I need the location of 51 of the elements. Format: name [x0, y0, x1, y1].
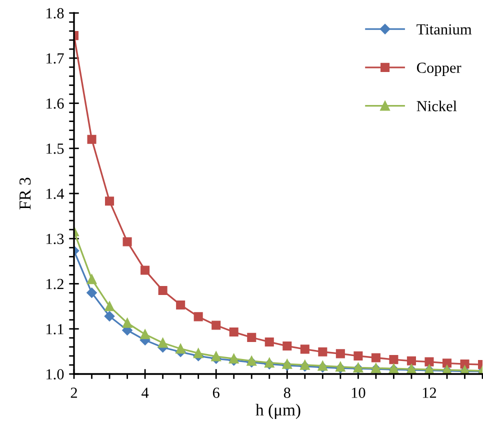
y-tick-label: 1.8 [46, 8, 64, 19]
x-tick-label: 2 [70, 388, 77, 398]
x-tick-label: 10 [352, 388, 366, 398]
point [105, 196, 114, 206]
point [424, 357, 434, 366]
y-tick-label: 1.2 [46, 278, 64, 290]
x-tick-label: 12 [422, 388, 436, 398]
x-tick-label: 8 [284, 388, 290, 398]
point [104, 301, 114, 312]
y-tick-label: 1.1 [46, 324, 64, 334]
point [212, 320, 221, 330]
point [229, 328, 238, 337]
point [318, 347, 328, 356]
point [86, 288, 97, 298]
point [300, 344, 310, 354]
y-tick-label: 1.3 [46, 234, 64, 244]
point [86, 274, 97, 284]
point [354, 351, 363, 360]
point [158, 338, 168, 348]
point [104, 311, 115, 322]
point [140, 266, 150, 275]
legend-label: Titanium [416, 24, 472, 35]
point [264, 337, 274, 346]
point [176, 300, 186, 310]
point [122, 237, 132, 246]
point [176, 344, 186, 354]
point [282, 342, 292, 351]
point [442, 358, 452, 368]
legend-label: Nickel [416, 100, 457, 112]
point [122, 318, 132, 328]
point [389, 355, 398, 364]
point [140, 329, 150, 340]
point [211, 352, 221, 362]
x-tick-label: 6 [212, 388, 220, 398]
point [371, 353, 380, 362]
point [87, 134, 96, 144]
y-axis-title: FR 3 [19, 178, 31, 210]
legend-label: Copper [416, 62, 462, 76]
y-tick-label: 1.7 [46, 53, 64, 64]
point [247, 332, 256, 342]
point [158, 286, 168, 296]
point [193, 348, 204, 358]
point [406, 356, 416, 366]
y-tick-label: 1.6 [46, 98, 64, 109]
point [336, 349, 345, 358]
x-tick-label: 4 [142, 388, 149, 398]
y-tick-label: 1.0 [46, 369, 64, 380]
y-tick-label: 1.4 [46, 188, 64, 200]
y-tick-label: 1.5 [46, 144, 64, 154]
x-axis-title: h (μm) [256, 404, 300, 419]
point [194, 312, 203, 322]
